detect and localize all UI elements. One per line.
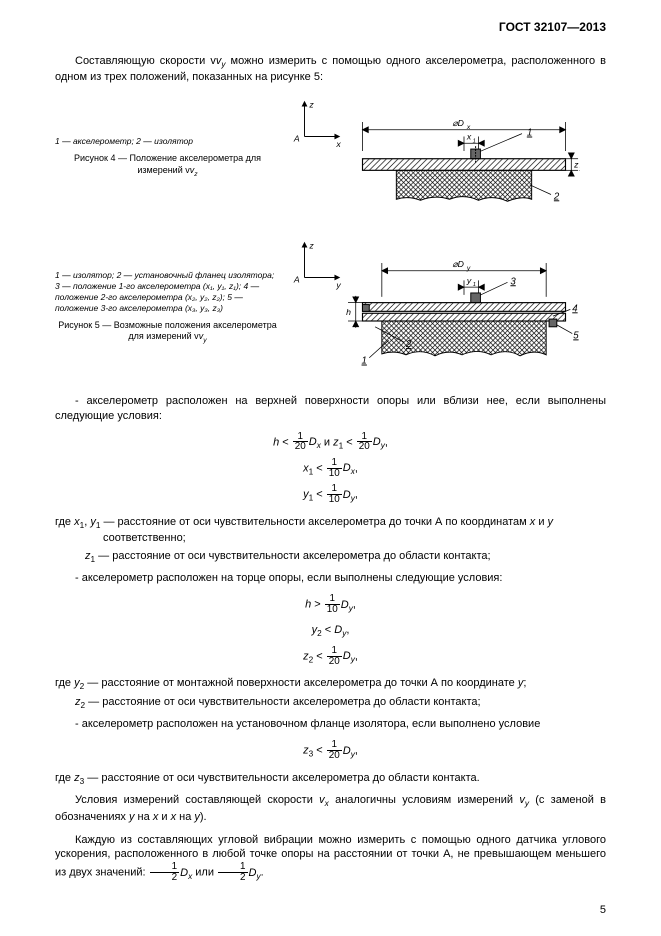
fig4-z: z: [308, 100, 314, 110]
svg-text:h: h: [346, 307, 351, 317]
figure4-left: 1 — акселерометр; 2 — изолятор Рисунок 4…: [55, 136, 290, 179]
fig4-cap-text: Рисунок 4 — Положение акселерометра для …: [74, 153, 261, 175]
figure5-left: 1 — изолятор; 2 — установочный фланец из…: [55, 270, 290, 346]
fig5-cap-text: Рисунок 5 — Возможные положения акселеро…: [58, 320, 276, 342]
end-para2: Каждую из составляющих угловой вибрации …: [55, 833, 606, 884]
fig5-y: y: [335, 280, 341, 290]
svg-text:x: x: [466, 124, 471, 131]
fig5-A: A: [293, 274, 300, 284]
fig4-x: x: [335, 139, 341, 149]
svg-text:1: 1: [473, 138, 476, 144]
formula2: h > 110Dy, y2 < Dy, z2 < 120Dy,: [55, 594, 606, 668]
fig5-z: z: [308, 240, 314, 250]
figure5-row: 1 — изолятор; 2 — установочный фланец из…: [55, 234, 606, 382]
fig4-A: A: [293, 133, 300, 143]
fig5-cap-sub: y: [203, 337, 206, 344]
p1a: Составляющую скорости v: [75, 55, 216, 67]
fig4-svg: z x A ⌀Dx: [290, 93, 580, 219]
svg-text:1: 1: [473, 282, 476, 288]
fig5-lbl1: 1: [362, 355, 367, 366]
bullet1: - акселерометр расположен на верхней пов…: [55, 394, 606, 424]
formula3: z3 < 120Dy,: [55, 740, 606, 762]
fig5-lbl3: 3: [510, 276, 516, 287]
desc3: где z3 — расстояние от оси чувствительно…: [55, 771, 606, 788]
svg-text:y: y: [466, 275, 472, 285]
fig4-legend: 1 — акселерометр; 2 — изолятор: [55, 136, 280, 147]
desc1: где x1, y1 — расстояние от оси чувствите…: [55, 515, 606, 566]
svg-text:1: 1: [579, 166, 580, 172]
end-para1: Условия измерений составляющей скорости …: [55, 793, 606, 824]
fig5-lbl5: 5: [573, 330, 579, 341]
figure4-diagram: z x A ⌀Dx: [290, 93, 606, 222]
fig5-caption: Рисунок 5 — Возможные положения акселеро…: [55, 320, 280, 346]
page-number: 5: [600, 904, 606, 916]
intro-para: Составляющую скорости vvy можно измерить…: [55, 54, 606, 85]
figure4-row: 1 — акселерометр; 2 — изолятор Рисунок 4…: [55, 93, 606, 222]
fig4-caption: Рисунок 4 — Положение акселерометра для …: [55, 153, 280, 179]
bullet2: - акселерометр расположен на торце опоры…: [55, 571, 606, 586]
p-end2-b: или: [192, 867, 217, 879]
doc-header: ГОСТ 32107—2013: [55, 20, 606, 34]
fig4-lbl1: 1: [527, 128, 532, 139]
p-end2-a: Каждую из составляющих угловой вибрации …: [55, 834, 606, 879]
fig5-lbl2: 2: [405, 339, 412, 350]
p-end2-c: .: [261, 867, 264, 879]
fig5-svg: z y A ⌀Dy: [290, 234, 580, 379]
fig4-Dx: ⌀D: [452, 118, 464, 128]
formula1: h < 120Dx и z1 < 120Dy, x1 < 110Dx, y1 <…: [55, 432, 606, 507]
fig4-cap-sub: z: [194, 170, 197, 177]
fig5-legend: 1 — изолятор; 2 — установочный фланец из…: [55, 270, 280, 314]
svg-text:y: y: [466, 265, 471, 272]
fig4-lbl2: 2: [553, 191, 560, 202]
figure5-diagram: z y A ⌀Dy: [290, 234, 606, 382]
svg-text:⌀D: ⌀D: [452, 259, 464, 269]
svg-text:x: x: [466, 132, 472, 142]
fig5-lbl4: 4: [572, 303, 577, 314]
bullet3: - акселерометр расположен на установочно…: [55, 717, 606, 732]
desc2: где y2 — расстояние от монтажной поверхн…: [55, 676, 606, 711]
